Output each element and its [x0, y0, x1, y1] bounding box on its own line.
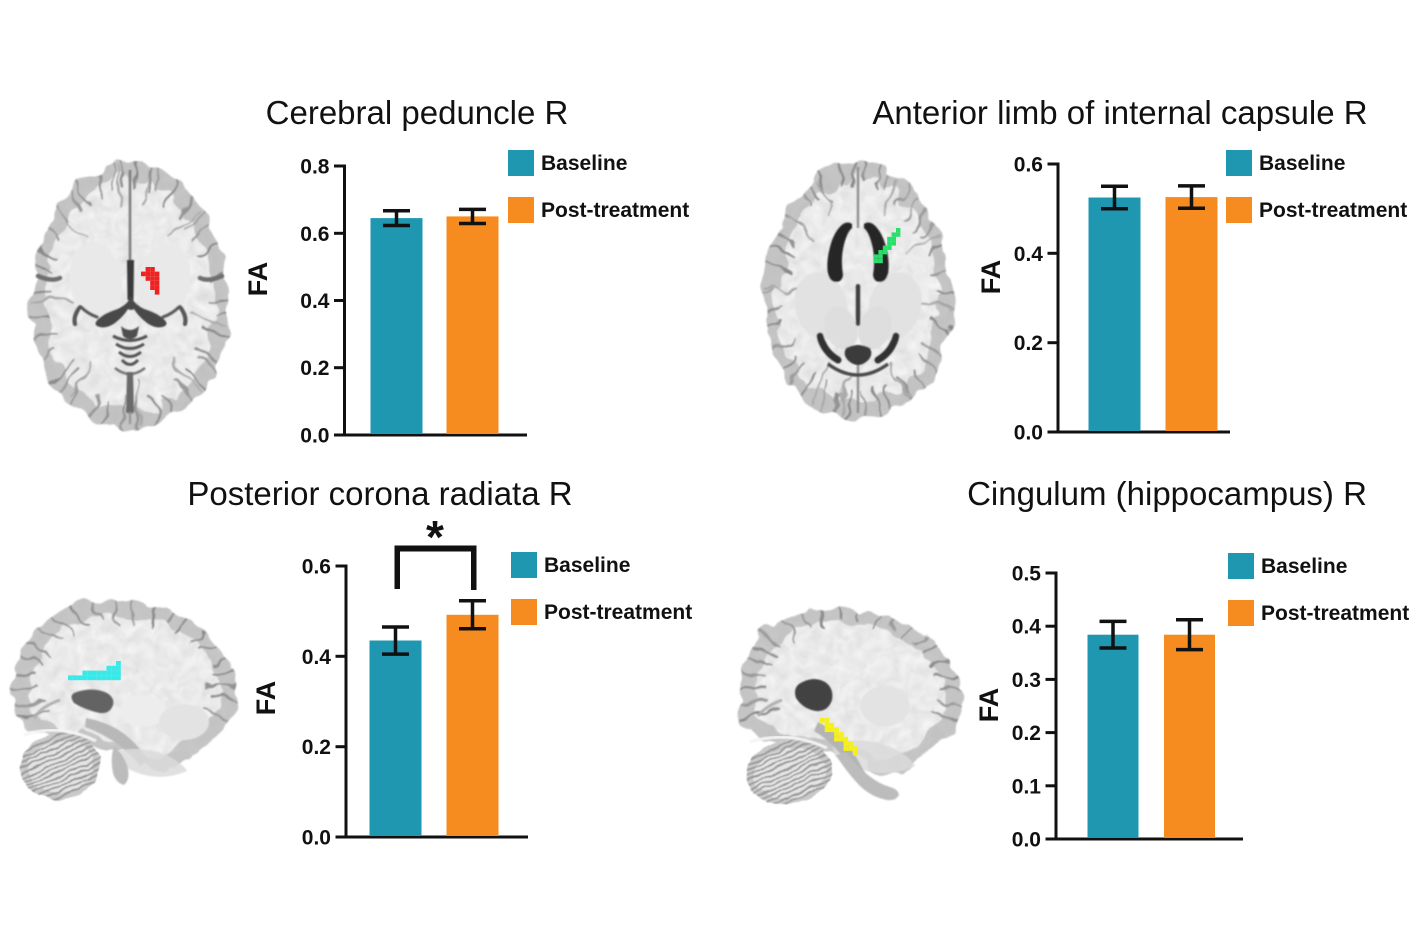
- svg-text:Post-treatment: Post-treatment: [541, 199, 689, 222]
- svg-text:Baseline: Baseline: [1259, 152, 1345, 175]
- svg-text:FA: FA: [251, 681, 281, 716]
- svg-text:0.4: 0.4: [1012, 616, 1042, 639]
- svg-text:Baseline: Baseline: [541, 152, 627, 175]
- svg-text:0.2: 0.2: [1014, 332, 1043, 355]
- svg-text:0.3: 0.3: [1012, 669, 1041, 692]
- svg-text:0.2: 0.2: [302, 736, 331, 759]
- svg-text:FA: FA: [243, 262, 273, 297]
- svg-text:Baseline: Baseline: [1261, 555, 1347, 578]
- svg-text:0.8: 0.8: [300, 156, 330, 179]
- svg-text:Posterior corona radiata R: Posterior corona radiata R: [187, 475, 572, 512]
- svg-text:0.4: 0.4: [1014, 243, 1044, 266]
- svg-text:0.6: 0.6: [300, 223, 329, 246]
- svg-text:0.0: 0.0: [302, 827, 331, 850]
- svg-text:Post-treatment: Post-treatment: [1261, 602, 1409, 625]
- svg-text:0.0: 0.0: [1012, 829, 1041, 852]
- svg-text:0.6: 0.6: [1014, 154, 1043, 177]
- svg-text:Anterior limb of internal caps: Anterior limb of internal capsule R: [872, 94, 1367, 131]
- svg-text:0.0: 0.0: [300, 425, 329, 448]
- svg-text:FA: FA: [974, 688, 1004, 723]
- svg-text:0.5: 0.5: [1012, 563, 1042, 586]
- svg-text:0.4: 0.4: [300, 290, 330, 313]
- svg-text:Cerebral peduncle R: Cerebral peduncle R: [266, 94, 569, 131]
- svg-text:0.0: 0.0: [1014, 422, 1043, 445]
- svg-text:Baseline: Baseline: [544, 554, 630, 577]
- svg-text:*: *: [426, 511, 444, 563]
- svg-text:Post-treatment: Post-treatment: [544, 601, 692, 624]
- svg-text:0.6: 0.6: [302, 556, 331, 579]
- svg-text:FA: FA: [976, 260, 1006, 295]
- svg-text:0.2: 0.2: [300, 357, 329, 380]
- svg-text:0.2: 0.2: [1012, 722, 1041, 745]
- svg-text:0.4: 0.4: [302, 646, 332, 669]
- svg-text:0.1: 0.1: [1012, 775, 1042, 798]
- svg-text:Cingulum (hippocampus) R: Cingulum (hippocampus) R: [967, 475, 1367, 512]
- svg-text:Post-treatment: Post-treatment: [1259, 199, 1407, 222]
